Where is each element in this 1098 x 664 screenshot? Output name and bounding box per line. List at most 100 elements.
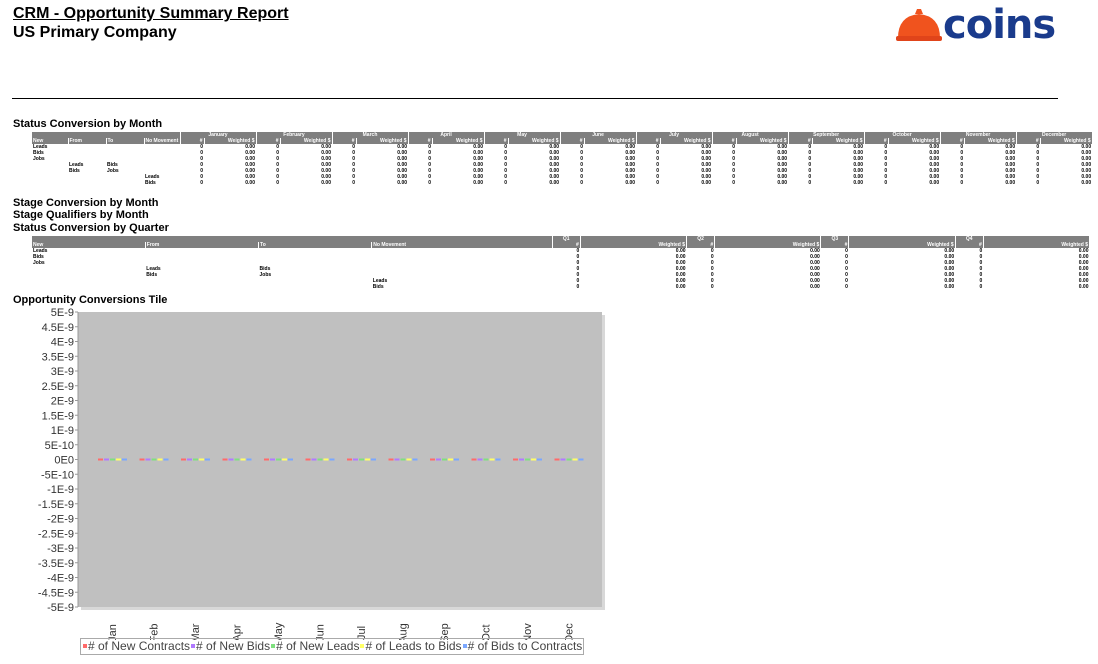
count-cell: 0 xyxy=(656,180,660,186)
weighted-cell: 0.00 xyxy=(397,174,408,180)
row-label: Bids xyxy=(33,254,44,260)
x-tick-label: Oct xyxy=(481,624,493,640)
col-count: # xyxy=(552,242,581,248)
x-tick-label: Mar xyxy=(190,623,202,640)
weighted-cell: 0.00 xyxy=(1078,266,1089,272)
col-no-movement: No Movement xyxy=(371,242,553,248)
opportunity-conversions-chart: 5E-9 4.5E-9 4E-9 3.5E-9 3E-9 2.5E-9 2E-9 1.5E-9… xyxy=(38,307,605,640)
y-tick-label: -2.5E-9 xyxy=(38,528,74,540)
x-tick-label: May xyxy=(273,622,285,640)
weighted-cell: 0.00 xyxy=(321,174,331,180)
col-to: To xyxy=(258,242,373,248)
weighted-cell: 0.00 xyxy=(853,168,864,174)
count-cell: 0 xyxy=(884,162,888,168)
quarter-header: Q3 xyxy=(820,236,850,242)
count-cell: 0 xyxy=(276,180,279,186)
y-tick-label: 3.5E-9 xyxy=(42,351,74,363)
count-cell: 0 xyxy=(979,278,983,284)
y-tick-label: 2.5E-9 xyxy=(42,381,74,393)
weighted-cell: 0.00 xyxy=(1081,162,1092,168)
count-cell: 0 xyxy=(710,284,714,290)
count-cell: 0 xyxy=(884,168,888,174)
count-cell: 0 xyxy=(428,168,432,174)
weighted-cell: 0.00 xyxy=(625,180,636,186)
weighted-cell: 0.00 xyxy=(853,174,864,180)
count-cell: 0 xyxy=(428,144,432,150)
count-cell: 0 xyxy=(710,278,714,284)
weighted-cell: 0.00 xyxy=(944,254,955,260)
count-cell: 0 xyxy=(710,254,714,260)
y-tick-label: 1.5E-9 xyxy=(42,410,74,422)
weighted-cell: 0.00 xyxy=(777,180,788,186)
month-header: August xyxy=(712,132,789,138)
y-tick-label: 4.5E-9 xyxy=(42,322,74,334)
weighted-cell: 0.00 xyxy=(810,284,820,290)
count-cell: 0 xyxy=(656,168,660,174)
weighted-cell: 0.00 xyxy=(701,156,712,162)
col-new: New xyxy=(32,242,146,248)
count-cell: 0 xyxy=(808,150,812,156)
count-cell: 0 xyxy=(960,180,964,186)
col-count: # xyxy=(560,138,585,144)
col-count: # xyxy=(820,242,850,248)
col-count: # xyxy=(712,138,737,144)
count-cell: 0 xyxy=(960,168,964,174)
weighted-cell: 0.00 xyxy=(810,260,820,266)
weighted-cell: 0.00 xyxy=(853,162,864,168)
row-label: Leads xyxy=(33,248,48,254)
header-spacer xyxy=(32,236,553,242)
month-header: June xyxy=(560,132,637,138)
count-cell: 0 xyxy=(845,260,848,266)
count-cell: 0 xyxy=(504,162,508,168)
status-conversion-month-table: January February March April May June July Augu… xyxy=(32,132,1093,186)
count-cell: 0 xyxy=(710,248,714,254)
count-cell: 0 xyxy=(428,156,432,162)
weighted-cell: 0.00 xyxy=(245,150,255,156)
count-cell: 0 xyxy=(352,150,355,156)
col-count: # xyxy=(256,138,281,144)
weighted-cell: 0.00 xyxy=(810,266,820,272)
weighted-cell: 0.00 xyxy=(1078,278,1089,284)
row-label xyxy=(145,284,258,290)
col-weighted: Weighted $ xyxy=(1040,138,1093,144)
weighted-cell: 0.00 xyxy=(625,174,636,180)
count-cell: 0 xyxy=(656,150,660,156)
quarter-header: Q2 xyxy=(686,236,716,242)
count-cell: 0 xyxy=(200,150,203,156)
weighted-cell: 0.00 xyxy=(701,168,712,174)
count-cell: 0 xyxy=(428,150,432,156)
y-tick-label: 4E-9 xyxy=(51,337,74,349)
col-weighted: Weighted $ xyxy=(660,138,713,144)
weighted-cell: 0.00 xyxy=(245,144,255,150)
count-cell: 0 xyxy=(576,254,580,260)
count-cell: 0 xyxy=(960,162,964,168)
month-header: November xyxy=(940,132,1017,138)
count-cell: 0 xyxy=(1036,162,1040,168)
col-count: # xyxy=(864,138,889,144)
table-row: Leads Bids 0 0.00 0 0.00 0 0.00 0 0.00 0 0.00 0 0.00 0… xyxy=(32,162,1092,168)
count-cell: 0 xyxy=(884,180,888,186)
weighted-cell: 0.00 xyxy=(1081,156,1092,162)
logo-wordmark: coins xyxy=(943,2,1056,48)
weighted-cell: 0.00 xyxy=(473,168,484,174)
weighted-cell: 0.00 xyxy=(944,266,955,272)
weighted-cell: 0.00 xyxy=(397,180,408,186)
weighted-cell: 0.00 xyxy=(1081,168,1092,174)
weighted-cell: 0.00 xyxy=(675,260,686,266)
quarter-header: Q1 xyxy=(552,236,581,242)
count-cell: 0 xyxy=(960,150,964,156)
weighted-cell: 0.00 xyxy=(810,278,820,284)
x-tick-label: Jan xyxy=(107,624,119,640)
count-cell: 0 xyxy=(656,174,660,180)
y-tick-label: 1E-9 xyxy=(51,425,74,437)
count-cell: 0 xyxy=(656,156,660,162)
weighted-cell: 0.00 xyxy=(810,272,820,278)
weighted-cell: 0.00 xyxy=(1081,174,1092,180)
weighted-cell: 0.00 xyxy=(473,150,484,156)
weighted-cell: 0.00 xyxy=(473,174,484,180)
col-weighted: Weighted $ xyxy=(964,138,1017,144)
count-cell: 0 xyxy=(884,144,888,150)
row-label: Bids xyxy=(69,168,80,174)
hard-hat-icon xyxy=(896,9,942,41)
col-weighted: Weighted $ xyxy=(584,138,637,144)
